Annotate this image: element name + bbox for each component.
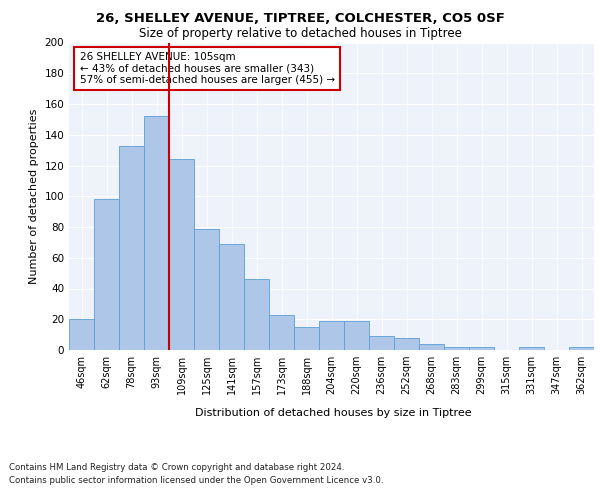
Bar [319,321,344,350]
Bar [219,244,244,350]
Bar [469,347,494,350]
Bar [294,327,319,350]
Text: 26, SHELLEY AVENUE, TIPTREE, COLCHESTER, CO5 0SF: 26, SHELLEY AVENUE, TIPTREE, COLCHESTER,… [95,12,505,26]
Text: Size of property relative to detached houses in Tiptree: Size of property relative to detached ho… [139,28,461,40]
Text: Contains public sector information licensed under the Open Government Licence v3: Contains public sector information licen… [9,476,383,485]
Bar [519,347,544,350]
Bar [94,200,119,350]
Text: Distribution of detached houses by size in Tiptree: Distribution of detached houses by size … [194,408,472,418]
Text: Contains HM Land Registry data © Crown copyright and database right 2024.: Contains HM Land Registry data © Crown c… [9,462,344,471]
Bar [119,146,144,350]
Bar [569,347,594,350]
Bar [69,320,94,350]
Bar [444,347,469,350]
Bar [369,336,394,350]
Bar [144,116,169,350]
Bar [169,160,194,350]
Bar [244,280,269,350]
Bar [394,338,419,350]
Text: 26 SHELLEY AVENUE: 105sqm
← 43% of detached houses are smaller (343)
57% of semi: 26 SHELLEY AVENUE: 105sqm ← 43% of detac… [79,52,335,85]
Bar [344,321,369,350]
Bar [419,344,444,350]
Bar [269,314,294,350]
Bar [194,228,219,350]
Y-axis label: Number of detached properties: Number of detached properties [29,108,39,284]
